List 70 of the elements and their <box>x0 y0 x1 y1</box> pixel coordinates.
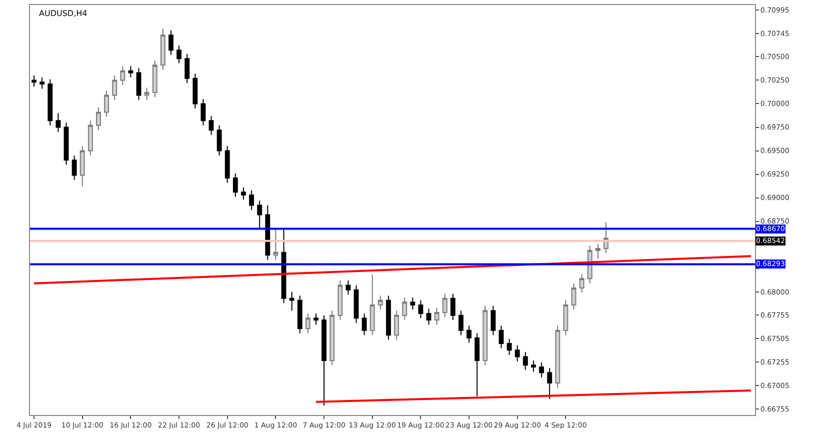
candlestick <box>410 296 416 310</box>
candlestick <box>498 325 504 349</box>
candlestick <box>466 325 472 344</box>
candlestick <box>402 296 408 321</box>
candlestick <box>249 190 254 210</box>
candlestick <box>571 282 576 310</box>
candlestick <box>354 284 359 324</box>
candlestick <box>112 75 118 100</box>
candlestick <box>88 120 93 156</box>
candlestick <box>257 200 262 228</box>
candlestick <box>547 367 552 400</box>
candlestick <box>506 338 512 356</box>
candlestick <box>579 273 584 294</box>
candlestick <box>72 154 77 180</box>
candlestick <box>273 228 278 260</box>
candlestick <box>80 146 85 187</box>
candlestick <box>56 112 61 132</box>
candlestick <box>128 66 134 78</box>
candlestick <box>314 312 318 326</box>
candlestick <box>297 295 302 334</box>
candlestick <box>241 186 246 200</box>
candlestick <box>378 295 383 310</box>
candlestick <box>200 98 206 126</box>
candlestick <box>104 90 109 118</box>
candlestick <box>418 300 424 319</box>
candlestick <box>192 73 198 109</box>
candlestick <box>216 124 222 156</box>
candlestick <box>144 87 150 100</box>
candlestick <box>168 30 174 56</box>
candlestick <box>136 68 142 100</box>
candlestick <box>48 78 53 126</box>
candlestick <box>338 280 343 321</box>
candlestick <box>539 362 544 378</box>
candlestick <box>330 310 335 366</box>
candlestick <box>514 344 520 362</box>
candlestick <box>289 291 294 312</box>
text: AUDUSD,H4 <box>39 9 88 18</box>
candlestick <box>232 172 238 198</box>
candlestick <box>458 310 464 336</box>
candlestick <box>442 293 448 318</box>
candlestick <box>346 280 351 296</box>
candlestick <box>184 53 190 84</box>
candlestick <box>450 293 456 321</box>
candlestick <box>426 308 432 326</box>
candlestick <box>305 312 310 334</box>
candlestick <box>64 122 69 166</box>
candlestick <box>40 76 45 90</box>
candlestick <box>434 307 440 326</box>
candlestick <box>152 60 158 98</box>
candlestick <box>531 360 536 372</box>
candlestick <box>224 146 230 184</box>
candlestick <box>563 300 568 336</box>
candlestick <box>208 115 214 136</box>
candlestick <box>176 44 182 64</box>
candlestick <box>370 274 375 336</box>
candlestick <box>555 325 560 388</box>
candlestick <box>595 243 600 260</box>
candlestick <box>522 352 528 370</box>
candlestick <box>386 295 391 340</box>
candlestick <box>362 312 367 336</box>
candlestick <box>394 310 399 340</box>
candlestick <box>32 75 36 88</box>
candlestick <box>474 332 480 397</box>
candlestick <box>482 305 488 366</box>
candlestick <box>322 314 326 406</box>
candlestick <box>160 28 166 70</box>
candlestick <box>96 107 101 131</box>
candlestick <box>120 66 126 86</box>
candlestick <box>490 305 496 336</box>
candlestick <box>265 204 270 260</box>
